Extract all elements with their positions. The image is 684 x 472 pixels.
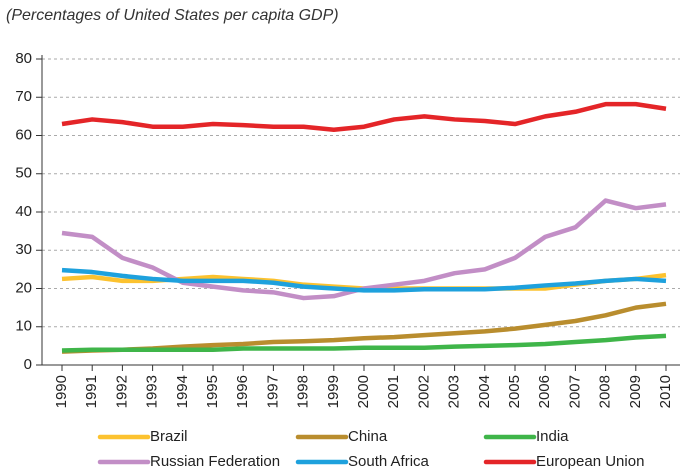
y-tick-label: 70 (15, 88, 32, 105)
legend-label: South Africa (348, 453, 430, 470)
x-tick-label: 2001 (385, 375, 402, 408)
series-line (61, 333, 667, 353)
chart-subtitle: (Percentages of United States per capita… (6, 7, 339, 24)
x-tick-label: 2003 (446, 375, 463, 408)
y-tick-label: 50 (15, 165, 32, 182)
x-tick-label: 2009 (627, 375, 644, 408)
x-tick-label: 2004 (476, 375, 493, 408)
x-tick-label: 1993 (144, 375, 161, 408)
y-tick-label: 20 (15, 279, 32, 296)
y-tick-label: 80 (15, 50, 32, 67)
y-tick-label: 0 (24, 356, 32, 373)
x-tick-label: 1992 (113, 375, 130, 408)
x-tick-label: 1995 (204, 375, 221, 408)
x-tick-label: 1996 (234, 375, 251, 408)
legend-label: Russian Federation (150, 453, 280, 470)
x-tick-label: 2007 (566, 375, 583, 408)
series-line (61, 101, 667, 133)
x-tick-label: 1994 (174, 375, 191, 408)
x-tick-label: 2010 (657, 375, 674, 408)
x-tick-label: 1997 (264, 375, 281, 408)
x-tick-label: 1999 (325, 375, 342, 408)
x-tick-label: 2006 (536, 375, 553, 408)
x-tick-label: 2000 (355, 375, 372, 408)
series-line (61, 301, 667, 354)
x-tick-label: 2002 (415, 375, 432, 408)
y-tick-label: 10 (15, 318, 32, 335)
x-tick-label: 2008 (597, 375, 614, 408)
legend-label: China (348, 428, 388, 445)
legend-label: Brazil (150, 428, 188, 445)
y-tick-label: 40 (15, 203, 32, 220)
legend-label: India (536, 428, 569, 445)
x-tick-label: 1998 (295, 375, 312, 408)
legend-label: European Union (536, 453, 644, 470)
y-tick-label: 30 (15, 241, 32, 258)
series-line (61, 267, 667, 293)
x-tick-label: 1990 (53, 375, 70, 408)
y-tick-label: 60 (15, 126, 32, 143)
x-tick-label: 2005 (506, 375, 523, 408)
x-tick-label: 1991 (83, 375, 100, 408)
